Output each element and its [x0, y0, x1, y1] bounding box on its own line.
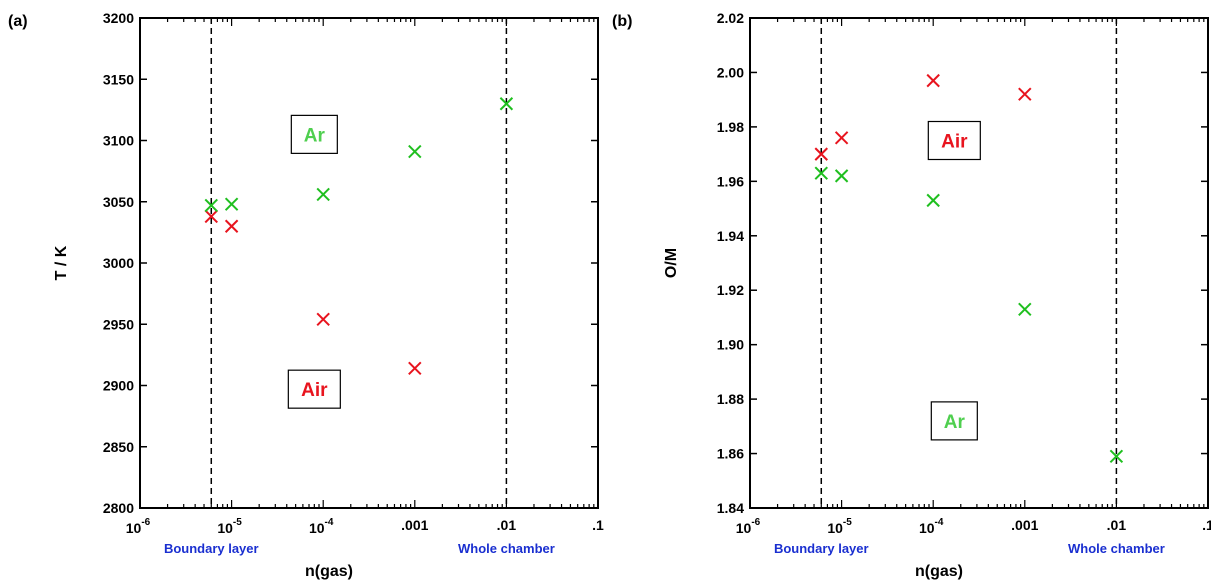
y-tick-label: 1.94 [717, 228, 744, 244]
data-point [224, 219, 239, 233]
y-tick-label: 1.86 [717, 446, 744, 462]
x-tick-label: 10-5 [217, 517, 242, 536]
data-point [316, 187, 330, 202]
x-tick-label: 10-5 [827, 517, 852, 536]
data-point [316, 312, 330, 327]
annotation-box [930, 401, 978, 441]
reference-line-label: Whole chamber [458, 541, 555, 556]
annotation-box [927, 120, 981, 161]
annotation-label: Ar [944, 412, 966, 433]
annotation-label: Air [941, 132, 968, 153]
y-tick-label: 3000 [103, 255, 134, 271]
data-point [1018, 302, 1032, 316]
series-ar [814, 166, 1124, 463]
y-tick-label: 3050 [103, 194, 134, 210]
reference-line-label: Whole chamber [1068, 541, 1165, 556]
chart-panel-2: (b) 1.84 1.86 1.88 1.90 1.92 1.94 1.96 1.98 2.00 2… [612, 10, 1211, 580]
y-tick-label: 1.92 [717, 282, 744, 298]
data-point [1109, 449, 1124, 463]
data-point [499, 97, 514, 111]
x-tick-label: .001 [1011, 517, 1038, 533]
y-tick-label: 1.98 [717, 119, 744, 135]
y-tick-label: 3150 [103, 71, 134, 87]
series-air [204, 209, 422, 376]
data-point [926, 73, 940, 88]
y-axis-title: O/M [663, 248, 680, 278]
panel-label: (a) [8, 13, 28, 30]
plot-frame [749, 17, 1209, 509]
annotation-box [287, 369, 341, 409]
y-tick-label: 1.84 [717, 500, 744, 516]
x-tick-exponent: -6 [751, 517, 760, 528]
y-tick-label: 2800 [103, 500, 134, 516]
series-air [814, 73, 1032, 161]
series-ar [204, 97, 514, 213]
x-tick-label: .1 [1202, 517, 1211, 533]
y-tick-label: 2.00 [717, 64, 744, 80]
x-tick-label: 10-4 [919, 517, 944, 536]
x-tick-label: .1 [592, 517, 604, 533]
data-point [204, 198, 218, 213]
x-axis-title: n(gas) [305, 563, 353, 580]
data-point [224, 197, 239, 211]
panel-label: (b) [612, 13, 632, 30]
data-point [204, 209, 218, 224]
data-point [814, 147, 828, 161]
data-point [408, 144, 422, 159]
data-point [408, 361, 422, 376]
x-tick-label: 10-4 [309, 517, 334, 536]
annotation-air: Air [287, 369, 341, 409]
x-tick-label: 10-6 [736, 517, 761, 536]
annotation-air: Air [927, 120, 981, 161]
y-tick-label: 3200 [103, 10, 134, 26]
annotation-ar: Ar [930, 401, 978, 441]
data-point [814, 166, 828, 180]
x-tick-label: .01 [1107, 517, 1127, 533]
y-tick-label: 1.88 [717, 391, 744, 407]
y-tick-label: 1.96 [717, 173, 744, 189]
x-tick-exponent: -5 [843, 517, 852, 528]
plot-frame [139, 17, 599, 509]
y-tick-label: 2900 [103, 378, 134, 394]
data-point [926, 193, 940, 208]
data-point [1018, 87, 1032, 101]
chart-panel-1: (a) 2800 2850 2900 2950 3000 3050 3100 3150 3200 1… [8, 10, 604, 580]
reference-line-label: Boundary layer [774, 541, 869, 556]
x-tick-exponent: -4 [935, 517, 944, 528]
x-axis-title: n(gas) [915, 563, 963, 580]
x-tick-exponent: -4 [325, 517, 334, 528]
y-tick-label: 3100 [103, 133, 134, 149]
y-tick-label: 2950 [103, 316, 134, 332]
annotation-label: Ar [304, 125, 326, 146]
x-tick-label: 10-6 [126, 517, 151, 536]
data-point [834, 169, 849, 183]
y-tick-label: 1.90 [717, 337, 744, 353]
reference-line-label: Boundary layer [164, 541, 259, 556]
annotation-ar: Ar [290, 114, 338, 154]
x-tick-label: .01 [497, 517, 517, 533]
data-point [834, 131, 849, 145]
x-tick-exponent: -6 [141, 517, 150, 528]
annotation-box [290, 114, 338, 154]
annotation-label: Air [301, 380, 328, 401]
y-tick-label: 2850 [103, 439, 134, 455]
x-tick-label: .001 [401, 517, 428, 533]
y-tick-label: 2.02 [717, 10, 744, 26]
x-tick-exponent: -5 [233, 517, 242, 528]
y-axis-title: T / K [53, 245, 70, 280]
